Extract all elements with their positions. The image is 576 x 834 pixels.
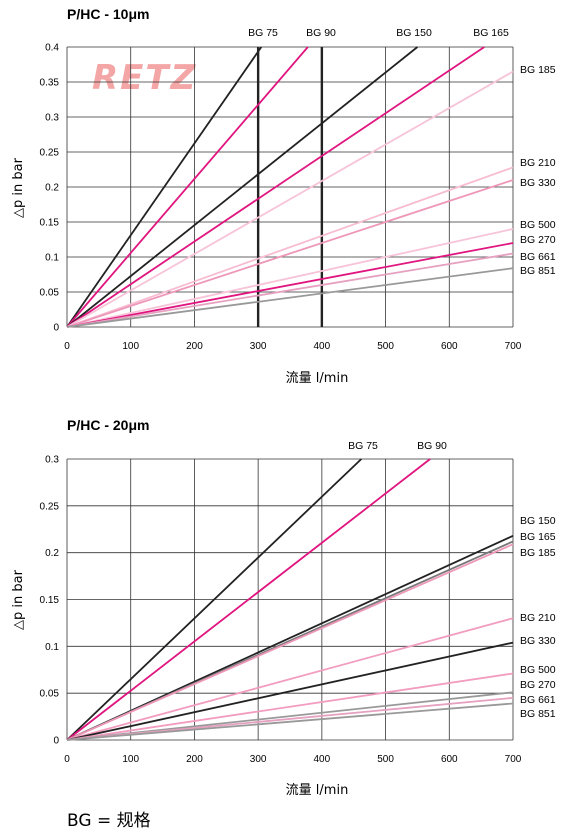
series-lines [66, 46, 514, 328]
series-line-bg-210 [66, 166, 514, 328]
series-line-bg-500 [66, 672, 514, 741]
x-axis-label: 流量 l/min [286, 371, 349, 386]
series-label: BG 330 [520, 635, 556, 647]
y-tick-labels: 0 0.05 0.1 0.15 0.2 0.25 0.3 0.35 0.4 [40, 43, 60, 334]
y-tick-label: 0.2 [45, 183, 59, 194]
series-labels: BG 75 BG 90 BG 150 BG 165 BG 185 BG 210 BG 330… [348, 440, 556, 720]
logo-text: RETZ [92, 58, 197, 98]
series-label: BG 210 [520, 612, 556, 624]
y-tick-label: 0.4 [45, 43, 59, 54]
footnote: BG = 规格 [67, 811, 151, 831]
x-tick-label: 400 [314, 341, 331, 352]
y-tick-label: 0.25 [40, 501, 60, 512]
chart-title: P/HC - 20μm [67, 417, 149, 433]
x-tick-label: 300 [250, 754, 267, 765]
series-label: BG 185 [520, 547, 556, 559]
x-tick-label: 600 [441, 341, 458, 352]
series-line-bg-330 [66, 179, 514, 328]
x-tick-label: 200 [186, 754, 203, 765]
series-label: BG 75 [248, 27, 278, 39]
series-label: BG 270 [520, 679, 556, 691]
series-label: BG 150 [396, 27, 432, 39]
y-tick-label: 0.05 [40, 288, 60, 299]
series-label: BG 851 [520, 708, 556, 720]
series-line-bg-661 [66, 252, 514, 328]
x-tick-label: 700 [505, 754, 522, 765]
y-tick-label: 0.05 [40, 689, 60, 700]
series-label: BG 185 [520, 64, 556, 76]
x-axis-label: 流量 l/min [286, 783, 349, 798]
x-tick-label: 400 [314, 754, 331, 765]
x-tick-labels: 0 100 200 300 400 500 600 700 [64, 341, 522, 352]
series-label: BG 165 [473, 27, 509, 39]
y-tick-label: 0 [53, 736, 59, 747]
series-line-bg-270 [66, 691, 514, 741]
y-axis-label: △p in bar [11, 569, 26, 630]
series-label: BG 270 [520, 234, 556, 246]
y-tick-label: 0.15 [40, 218, 60, 229]
series-line-bg-90 [66, 46, 309, 328]
series-label: BG 500 [520, 219, 556, 231]
chart-title: P/HC - 10μm [67, 6, 149, 22]
series-label: BG 90 [306, 27, 336, 39]
y-axis-label: △p in bar [11, 157, 26, 218]
series-line-bg-210 [66, 617, 514, 741]
series-label: BG 851 [520, 265, 556, 277]
series-line-bg-330 [66, 641, 514, 741]
x-tick-label: 100 [122, 754, 139, 765]
y-tick-label: 0.25 [40, 148, 60, 159]
series-line-bg-500 [66, 228, 514, 328]
x-tick-label: 600 [441, 754, 458, 765]
series-line-bg-270 [66, 242, 514, 328]
x-tick-label: 0 [64, 341, 70, 352]
series-label: BG 75 [348, 440, 378, 452]
y-tick-label: 0.1 [45, 642, 59, 653]
chart-20um: P/HC - 20μm 0 0.05 0.1 0.15 0.2 0.25 0.3 0 100 2… [11, 417, 556, 798]
x-tick-labels: 0 100 200 300 400 500 600 700 [64, 754, 522, 765]
series-label: BG 330 [520, 177, 556, 189]
series-label: BG 165 [520, 531, 556, 543]
y-tick-label: 0.15 [40, 595, 60, 606]
series-line-bg-851 [66, 267, 514, 328]
x-tick-label: 700 [505, 341, 522, 352]
series-line-bg-165 [66, 46, 485, 328]
grid [66, 458, 514, 741]
series-line-bg-150 [66, 46, 418, 328]
series-labels: BG 75 BG 90 BG 150 BG 165 BG 185 BG 210 BG 330… [248, 27, 556, 277]
grid [66, 46, 514, 328]
series-label: BG 210 [520, 157, 556, 169]
y-tick-label: 0.3 [45, 455, 59, 466]
series-label: BG 150 [520, 515, 556, 527]
series-label: BG 661 [520, 694, 556, 706]
x-tick-label: 500 [377, 754, 394, 765]
y-tick-label: 0.2 [45, 548, 59, 559]
series-lines [66, 458, 514, 741]
series-line-bg-90 [66, 458, 431, 741]
y-tick-label: 0 [53, 323, 59, 334]
chart-10um: P/HC - 10μm RETZ 00.050.10.150.20.250.30… [11, 6, 556, 386]
series-line-bg-185 [66, 70, 514, 328]
y-tick-labels: 0 0.05 0.1 0.15 0.2 0.25 0.3 [40, 455, 60, 747]
x-tick-label: 500 [377, 341, 394, 352]
x-tick-label: 300 [250, 341, 267, 352]
y-tick-label: 0.3 [45, 113, 59, 124]
y-tick-label: 0.1 [45, 253, 59, 264]
x-tick-label: 0 [64, 754, 70, 765]
x-tick-label: 200 [186, 341, 203, 352]
series-label: BG 661 [520, 251, 556, 263]
series-line-bg-75 [66, 458, 362, 741]
series-label: BG 500 [520, 664, 556, 676]
series-label: BG 90 [417, 440, 447, 452]
series-line-bg-185 [66, 543, 514, 741]
series-line-bg-661 [66, 696, 514, 741]
series-line-bg-75 [66, 46, 263, 328]
y-tick-label: 0.35 [40, 78, 60, 89]
x-tick-label: 100 [122, 341, 139, 352]
series-line-bg-851 [66, 702, 514, 741]
logo: RETZ [92, 58, 197, 98]
